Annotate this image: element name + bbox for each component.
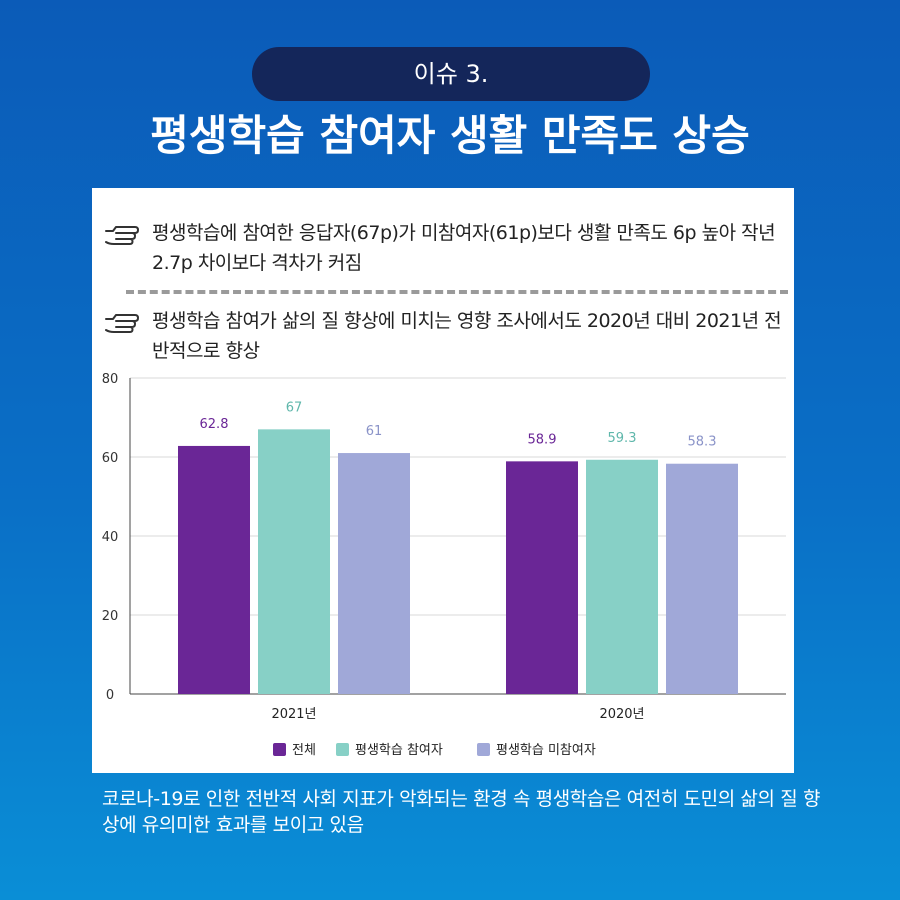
- data-label: 59.3: [608, 431, 637, 446]
- bar: [258, 429, 330, 694]
- legend-swatch: [273, 743, 286, 756]
- dashed-divider: [126, 290, 788, 294]
- bullet-item-2: 평생학습 참여가 삶의 질 향상에 미치는 영향 조사에서도 2020년 대비 …: [104, 306, 794, 366]
- bullet-text: 평생학습에 참여한 응답자(67p)가 미참여자(61p)보다 생활 만족도 6…: [152, 222, 776, 274]
- data-label: 58.9: [528, 432, 557, 447]
- x-tick-label: 2021년: [271, 707, 316, 722]
- bar: [506, 461, 578, 694]
- y-tick-label: 20: [102, 609, 119, 624]
- pointing-hand-icon: [104, 218, 152, 278]
- y-tick-label: 0: [106, 688, 114, 703]
- legend-label: 전체: [292, 743, 316, 758]
- issue-label: 이슈 3.: [252, 47, 650, 101]
- data-label: 62.8: [200, 417, 229, 432]
- content-card: 평생학습에 참여한 응답자(67p)가 미참여자(61p)보다 생활 만족도 6…: [92, 188, 794, 773]
- bar: [586, 459, 658, 694]
- data-label: 67: [286, 400, 303, 415]
- y-tick-label: 60: [102, 451, 119, 466]
- bar: [338, 453, 410, 694]
- bullet-item-1: 평생학습에 참여한 응답자(67p)가 미참여자(61p)보다 생활 만족도 6…: [104, 218, 794, 278]
- page-title: 평생학습 참여자 생활 만족도 상승: [150, 111, 750, 160]
- bullet-text: 평생학습 참여가 삶의 질 향상에 미치는 영향 조사에서도 2020년 대비 …: [152, 310, 782, 362]
- data-label: 61: [366, 424, 383, 439]
- legend-swatch: [477, 743, 490, 756]
- bar-chart: 0 20 40 60 80 62.8 67 61 2021년 58.9 59.3 58.3 2020년전…: [102, 372, 786, 758]
- data-label: 58.3: [688, 435, 717, 450]
- legend-label: 평생학습 미참여자: [496, 743, 596, 758]
- bar: [178, 445, 250, 694]
- y-tick-label: 40: [102, 530, 119, 545]
- legend-label: 평생학습 참여자: [355, 743, 443, 758]
- pointing-hand-icon: [104, 306, 152, 366]
- bar: [666, 463, 738, 694]
- footer-note: 코로나-19로 인한 전반적 사회 지표가 악화되는 환경 속 평생학습은 여전…: [102, 788, 821, 836]
- y-tick-label: 80: [102, 372, 119, 387]
- legend-swatch: [336, 743, 349, 756]
- x-tick-label: 2020년: [599, 707, 644, 722]
